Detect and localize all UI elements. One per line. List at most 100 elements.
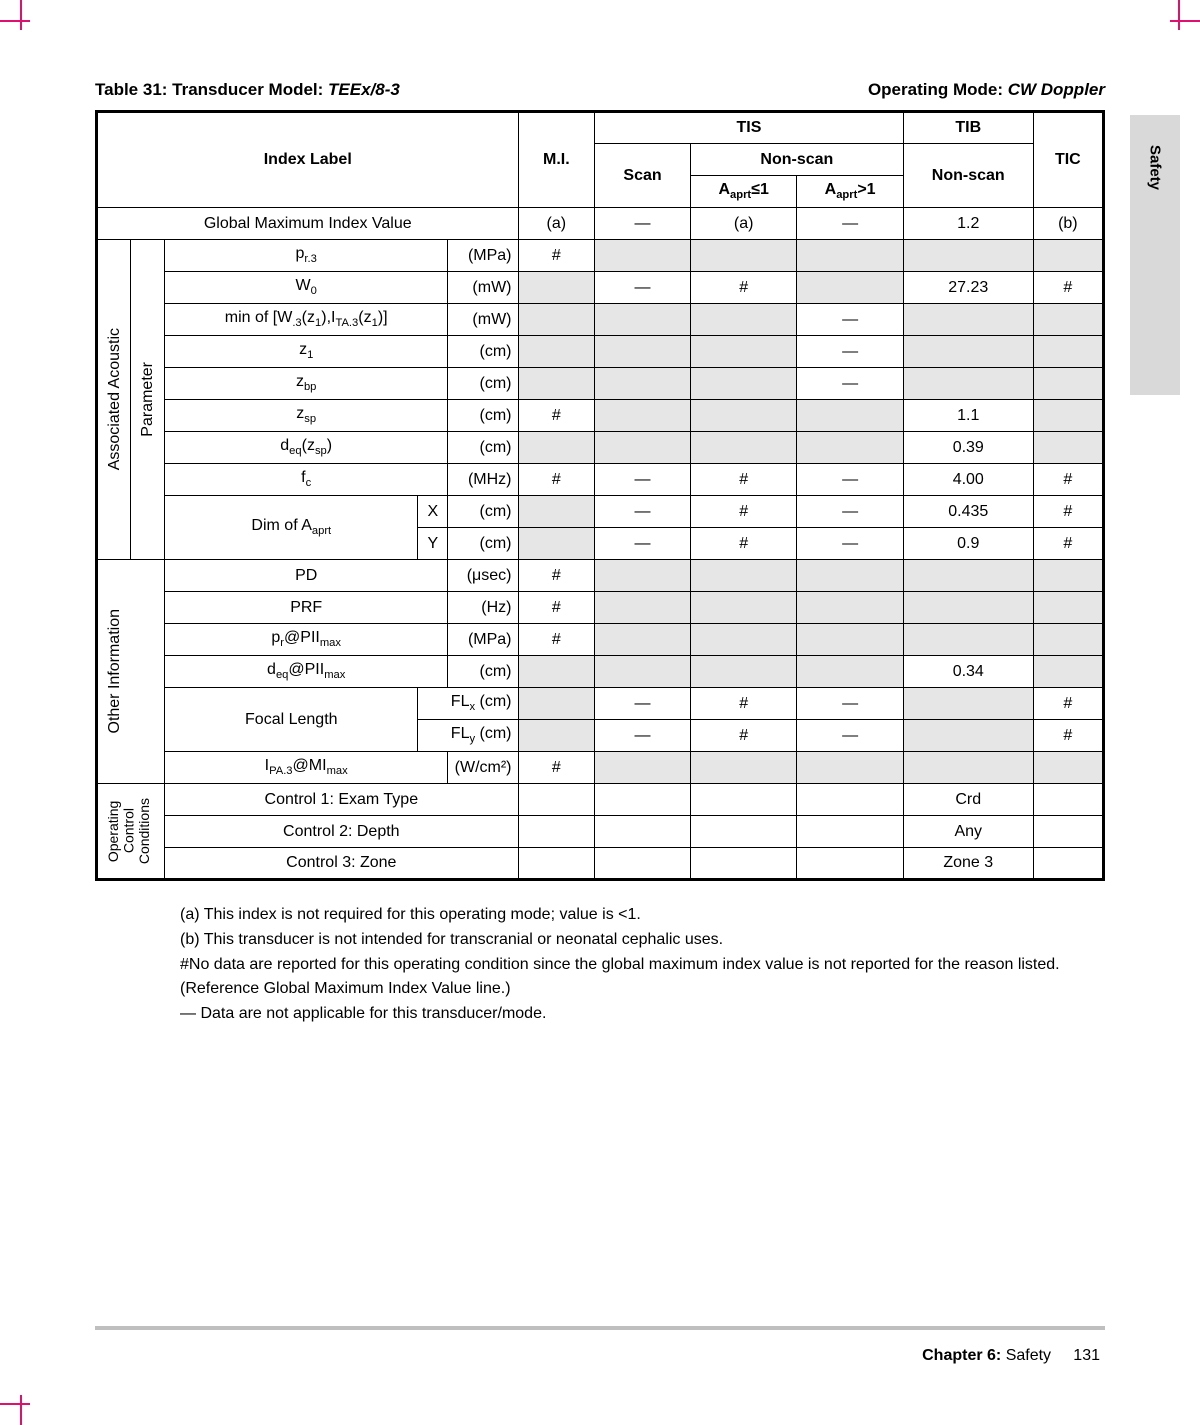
cell xyxy=(1033,592,1103,624)
footer-rule xyxy=(95,1326,1105,1330)
cell xyxy=(903,240,1033,272)
cell xyxy=(903,624,1033,656)
cell xyxy=(1033,624,1103,656)
side-tab: Safety xyxy=(1130,115,1180,395)
cell: # xyxy=(690,464,796,496)
cell xyxy=(595,240,691,272)
cell: # xyxy=(518,624,595,656)
param-unit: (mW) xyxy=(448,304,518,336)
cell: # xyxy=(518,464,595,496)
cell: # xyxy=(1033,720,1103,752)
cell xyxy=(595,784,691,816)
cell xyxy=(690,432,796,464)
cell: — xyxy=(797,368,903,400)
header-tis: TIS xyxy=(595,112,904,144)
cell xyxy=(797,784,903,816)
footer: Chapter 6: Safety 131 xyxy=(922,1347,1100,1365)
control-label: Control 3: Zone xyxy=(165,848,518,880)
cell: — xyxy=(797,720,903,752)
cell xyxy=(1033,336,1103,368)
cell xyxy=(903,688,1033,720)
cell xyxy=(595,624,691,656)
param-unit: (W/cm²) xyxy=(448,752,518,784)
dim-axis: Y xyxy=(418,528,448,560)
cell xyxy=(690,336,796,368)
table-title-right: Operating Mode: CW Doppler xyxy=(868,80,1105,100)
cell xyxy=(1033,560,1103,592)
cell xyxy=(903,304,1033,336)
footer-page: 131 xyxy=(1073,1347,1100,1364)
cell xyxy=(1033,848,1103,880)
cell: # xyxy=(1033,688,1103,720)
cell: (b) xyxy=(1033,208,1103,240)
cell xyxy=(595,560,691,592)
table-row: z1(cm)— xyxy=(97,336,1104,368)
table-row: fc(MHz)#—#—4.00# xyxy=(97,464,1104,496)
footer-name: Safety xyxy=(1001,1347,1051,1364)
cell: — xyxy=(595,272,691,304)
cell: # xyxy=(690,688,796,720)
cell xyxy=(595,336,691,368)
cell: # xyxy=(1033,272,1103,304)
cell: Crd xyxy=(903,784,1033,816)
control-label: Control 2: Depth xyxy=(165,816,518,848)
header-nonscan-tis: Non-scan xyxy=(690,144,903,176)
cell: (a) xyxy=(518,208,595,240)
cell: — xyxy=(797,528,903,560)
param-label: pr@PIImax xyxy=(165,624,448,656)
footnote: — Data are not applicable for this trans… xyxy=(180,1002,1060,1025)
footnote: (b) This transducer is not intended for … xyxy=(180,928,1060,951)
cell xyxy=(518,304,595,336)
cell xyxy=(797,400,903,432)
header-tib: TIB xyxy=(903,112,1033,144)
cell xyxy=(690,592,796,624)
table-row: Control 2: Depth Any xyxy=(97,816,1104,848)
cell: Any xyxy=(903,816,1033,848)
cell: — xyxy=(797,464,903,496)
table-row: W0(mW)—#27.23# xyxy=(97,272,1104,304)
table-row: deq@PIImax(cm)0.34 xyxy=(97,656,1104,688)
operating-mode-label: Operating Mode: xyxy=(868,80,1008,99)
cell xyxy=(595,848,691,880)
cell xyxy=(595,304,691,336)
table-row: IPA.3@MImax(W/cm²)# xyxy=(97,752,1104,784)
cell xyxy=(518,368,595,400)
footnote: #No data are reported for this operating… xyxy=(180,953,1060,999)
param-unit: (cm) xyxy=(448,432,518,464)
operating-mode: CW Doppler xyxy=(1008,80,1105,99)
cell xyxy=(518,656,595,688)
cell: # xyxy=(518,560,595,592)
cell: # xyxy=(518,592,595,624)
cell xyxy=(1033,368,1103,400)
control-label: Control 1: Exam Type xyxy=(165,784,518,816)
cell xyxy=(690,848,796,880)
table-row: zsp(cm)#1.1 xyxy=(97,400,1104,432)
cell: 4.00 xyxy=(903,464,1033,496)
param-label: z1 xyxy=(165,336,448,368)
row-global-max: Global Maximum Index Value (a) — (a) — 1… xyxy=(97,208,1104,240)
cell xyxy=(690,816,796,848)
cell xyxy=(518,816,595,848)
cell xyxy=(903,720,1033,752)
param-unit: (cm) xyxy=(448,496,518,528)
table-number: Table 31: Transducer Model: xyxy=(95,80,328,99)
cell xyxy=(595,368,691,400)
cell xyxy=(595,752,691,784)
cell xyxy=(797,592,903,624)
cell: — xyxy=(595,528,691,560)
table-row: zbp(cm)— xyxy=(97,368,1104,400)
cell xyxy=(690,240,796,272)
cell: — xyxy=(797,336,903,368)
param-label: W0 xyxy=(165,272,448,304)
cell: — xyxy=(797,208,903,240)
cell xyxy=(690,624,796,656)
table-row: Associated AcousticParameterpr.3(MPa)# xyxy=(97,240,1104,272)
header-row: Index Label M.I. TIS TIB TIC xyxy=(97,112,1104,144)
footnote: (a) This index is not required for this … xyxy=(180,903,1060,926)
cell xyxy=(797,240,903,272)
table-row: min of [W.3(z1),ITA.3(z1)](mW)— xyxy=(97,304,1104,336)
cell xyxy=(797,816,903,848)
cell: 0.435 xyxy=(903,496,1033,528)
cell: 0.34 xyxy=(903,656,1033,688)
cell: # xyxy=(690,272,796,304)
